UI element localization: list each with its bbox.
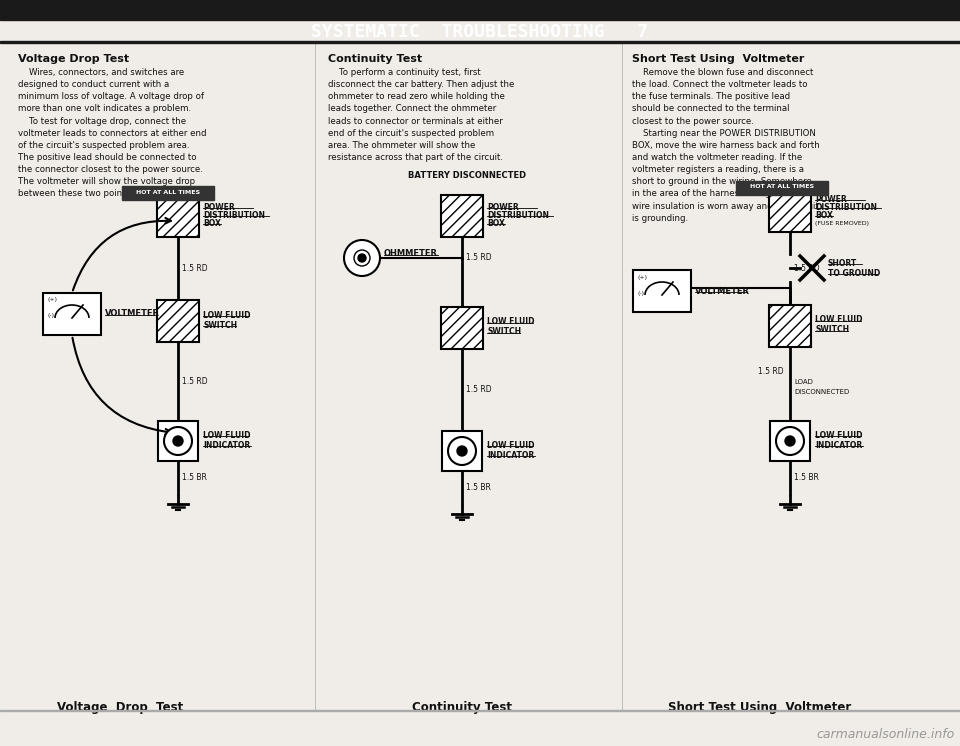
Text: SWITCH: SWITCH (487, 327, 521, 336)
Text: INDICATOR: INDICATOR (487, 451, 535, 460)
Text: Short Test Using  Voltmeter: Short Test Using Voltmeter (668, 701, 852, 714)
Text: TO GROUND: TO GROUND (828, 269, 880, 278)
Circle shape (354, 250, 370, 266)
Text: (-): (-) (48, 313, 55, 319)
Bar (158, 421, 198, 461)
Text: Wires, connectors, and switches are
designed to conduct current with a
minimum l: Wires, connectors, and switches are desi… (18, 68, 206, 198)
Text: VOLTMETER: VOLTMETER (695, 286, 750, 295)
Text: Voltage Drop Test: Voltage Drop Test (18, 54, 130, 64)
Bar (0, 0, 960, 20)
Text: SHORT: SHORT (828, 259, 857, 268)
Text: INDICATOR: INDICATOR (203, 440, 251, 450)
Bar (157, 300, 199, 342)
Text: Voltage  Drop  Test: Voltage Drop Test (57, 701, 183, 714)
Text: Remove the blown fuse and disconnect
the load. Connect the voltmeter leads to
th: Remove the blown fuse and disconnect the… (632, 68, 823, 223)
Text: SWITCH: SWITCH (203, 321, 237, 330)
Text: 1.5 BR: 1.5 BR (794, 474, 819, 483)
Text: LOAD: LOAD (794, 378, 813, 384)
Text: BOX: BOX (487, 219, 505, 228)
Text: (+): (+) (638, 275, 648, 280)
Bar (157, 195, 199, 237)
Text: 1.5 RD: 1.5 RD (794, 264, 820, 273)
Text: 1.5 RD: 1.5 RD (182, 264, 207, 273)
Circle shape (344, 240, 380, 276)
Text: DISTRIBUTION: DISTRIBUTION (815, 202, 877, 212)
Circle shape (173, 436, 183, 446)
Text: SWITCH: SWITCH (815, 325, 850, 334)
Text: Short Test Using  Voltmeter: Short Test Using Voltmeter (632, 54, 804, 64)
Text: BOX: BOX (203, 219, 221, 228)
Text: Continuity Test: Continuity Test (328, 54, 422, 64)
Text: POWER: POWER (487, 202, 518, 212)
Bar (441, 307, 483, 349)
Bar (0, 710, 960, 711)
Text: DISTRIBUTION: DISTRIBUTION (203, 210, 265, 219)
Bar (43, 293, 101, 335)
Text: HOT AT ALL TIMES: HOT AT ALL TIMES (750, 184, 814, 189)
Text: 1.5 BR: 1.5 BR (182, 474, 206, 483)
Bar (122, 186, 214, 200)
Bar (769, 190, 811, 232)
Text: LOW FLUID: LOW FLUID (203, 310, 251, 319)
Text: SYSTEMATIC  TROUBLESHOOTING   7: SYSTEMATIC TROUBLESHOOTING 7 (311, 23, 649, 41)
Bar (736, 181, 828, 195)
Text: 1.5 RD: 1.5 RD (466, 385, 492, 394)
Text: LOW FLUID: LOW FLUID (487, 318, 535, 327)
Text: LOW FLUID: LOW FLUID (815, 430, 862, 439)
Bar (442, 431, 482, 471)
Circle shape (457, 446, 467, 456)
Circle shape (164, 427, 192, 455)
Bar (770, 421, 810, 461)
Bar (441, 195, 483, 237)
Text: HOT AT ALL TIMES: HOT AT ALL TIMES (136, 189, 200, 195)
Text: 1.5 RD: 1.5 RD (758, 367, 784, 376)
Circle shape (358, 254, 366, 262)
Circle shape (776, 427, 804, 455)
Text: 1.5 RD: 1.5 RD (466, 252, 492, 262)
Text: To perform a continuity test, first
disconnect the car battery. Then adjust the
: To perform a continuity test, first disc… (328, 68, 515, 162)
Text: (FUSE REMOVED): (FUSE REMOVED) (815, 222, 869, 227)
Text: LOW FLUID: LOW FLUID (203, 430, 251, 439)
Text: POWER: POWER (203, 202, 235, 212)
Text: POWER: POWER (815, 195, 847, 204)
Text: BATTERY DISCONNECTED: BATTERY DISCONNECTED (408, 172, 526, 181)
Bar (633, 270, 691, 312)
Text: LOW FLUID: LOW FLUID (815, 316, 862, 325)
Circle shape (785, 436, 795, 446)
Text: BOX: BOX (815, 210, 833, 219)
Text: VOLTMETER: VOLTMETER (105, 310, 160, 319)
Text: DISTRIBUTION: DISTRIBUTION (487, 210, 549, 219)
Text: LOW FLUID: LOW FLUID (487, 440, 535, 450)
Text: (+): (+) (48, 298, 58, 302)
Text: 1.5 RD: 1.5 RD (182, 377, 207, 386)
Text: OHMMETER: OHMMETER (384, 249, 438, 259)
Text: 1.5 BR: 1.5 BR (466, 483, 491, 492)
Bar (769, 305, 811, 347)
Text: INDICATOR: INDICATOR (815, 440, 862, 450)
Text: (-): (-) (638, 290, 645, 295)
Circle shape (448, 437, 476, 465)
Text: carmanualsonline.info: carmanualsonline.info (817, 728, 955, 741)
Text: DISCONNECTED: DISCONNECTED (794, 389, 850, 395)
Bar (0, 41, 960, 43)
Text: Continuity Test: Continuity Test (412, 701, 512, 714)
